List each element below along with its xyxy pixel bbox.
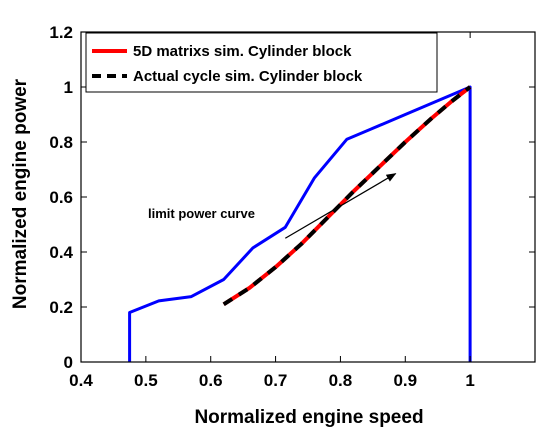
y-tick-label: 0.6: [49, 188, 73, 207]
axis-layer: 0.4 0.5 0.6 0.7 0.8 0.9 1 0 0.2 0.4 0.6 0.8 1 1.2: [49, 23, 536, 390]
annotation-layer: limit power curve: [148, 173, 397, 239]
y-tick-label: 0.4: [49, 243, 73, 262]
series-layer: [128, 85, 472, 362]
x-tick-label: 1: [465, 371, 474, 390]
x-tick-label: 0.9: [393, 371, 417, 390]
annotation-limit-power-curve: limit power curve: [148, 206, 255, 221]
x-tick-label: 0.5: [134, 371, 158, 390]
legend-label-actual-cycle: Actual cycle sim. Cylinder block: [133, 68, 363, 85]
y-tick-label: 1: [64, 78, 73, 97]
y-tick-label: 0.8: [49, 133, 73, 152]
series-line-5d-matrix: [222, 85, 472, 306]
y-tick-label: 1.2: [49, 23, 73, 42]
x-tick-label: 0.4: [69, 371, 93, 390]
y-tick-label: 0.2: [49, 298, 73, 317]
x-tick-label: 0.7: [264, 371, 288, 390]
series-line-limit-power: [128, 85, 472, 362]
x-tick-label: 0.6: [199, 371, 223, 390]
y-tick-label: 0: [64, 353, 73, 372]
x-axis-label: Normalized engine speed: [194, 407, 423, 428]
x-tick-label: 0.8: [329, 371, 353, 390]
legend: 5D matrixs sim. Cylinder block Actual cy…: [85, 32, 438, 93]
legend-label-5d-matrix: 5D matrixs sim. Cylinder block: [133, 43, 352, 60]
y-axis-label: Normalized engine power: [10, 78, 31, 309]
legend-box: [85, 32, 438, 93]
trend-arrow: [284, 173, 397, 239]
